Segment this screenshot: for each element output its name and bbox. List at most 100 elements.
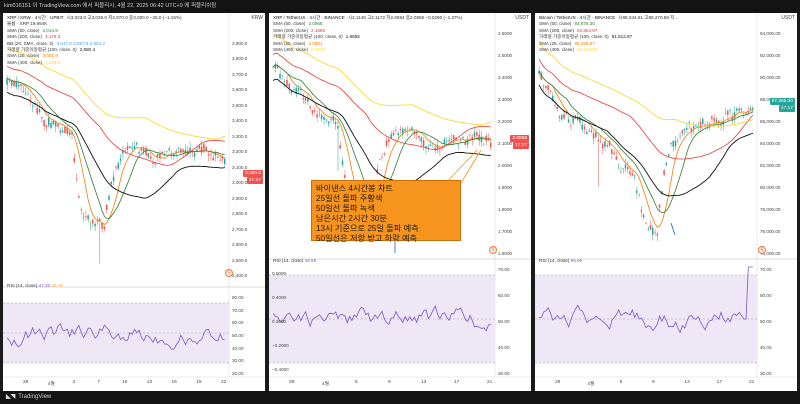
price-axis-label: 2.3000	[498, 97, 513, 102]
chart-canvas[interactable]	[269, 13, 531, 391]
candle-body	[281, 75, 284, 76]
chart-panel-xrp-krw[interactable]: XRP / KRW · 4시간 · UPBIT 시3,023.0 고3,039.0…	[3, 13, 265, 391]
candle-body	[670, 143, 672, 145]
price-axis-label: 2,800.0	[232, 211, 248, 217]
indicator-row[interactable]: SMA (400, close) 2.2932	[273, 47, 465, 53]
moving-average-line	[538, 40, 754, 127]
candle-body	[702, 118, 704, 125]
rsi-axis-label: 70.00	[498, 267, 510, 272]
candle-body	[376, 169, 379, 174]
moving-average-line	[538, 58, 754, 160]
candle-body	[567, 119, 570, 123]
alert-bolt-icon[interactable]: ϟ	[758, 246, 766, 254]
candle-body	[217, 157, 219, 158]
price-axis-label: 3,300.0	[232, 133, 248, 139]
price-axis-label: 3,400.0	[232, 118, 248, 124]
candle-body	[13, 81, 15, 86]
indicator-label: SMA (400, close)	[7, 59, 42, 65]
candle-body	[307, 98, 309, 102]
indicator-row[interactable]: SMA (25, close) 2.0801	[273, 41, 465, 47]
candle-body	[395, 129, 397, 131]
rsi-value: 66.06	[570, 258, 583, 263]
time-axis-label: 16	[171, 380, 177, 385]
indicator-row[interactable]: SMA (25, close) 85,328.67	[539, 41, 681, 47]
brand-name[interactable]: TradingView	[18, 394, 52, 400]
candle-body	[483, 143, 485, 145]
annotation-note[interactable]: 바이낸스 4시간봉 차트 25일선 돌파 주황색 50일선 돌파 녹색 남은시간 2시…	[311, 180, 461, 243]
symbol-title[interactable]: XRP / TetherUS · 4시간 · BINANCE	[273, 15, 345, 20]
indicator-row[interactable]: 거래량 가중이동평균 (100, close, 0) 1.9655	[273, 34, 465, 40]
candle-body	[429, 144, 432, 146]
candle-body	[661, 191, 663, 194]
candle-body	[676, 140, 679, 142]
price-axis-label: 2,400.0	[232, 273, 248, 278]
candle-body	[323, 117, 325, 120]
indicator-value: 2,880.4	[79, 47, 96, 53]
candle-body	[401, 128, 404, 135]
candle-body	[747, 111, 749, 113]
candle-body	[592, 133, 595, 139]
price-axis-label: 78,000.00	[760, 207, 781, 212]
chart-legend: Bitcoin / TetherUS · 4시간 · BINANCE 시88,04…	[539, 15, 681, 53]
indicator-row[interactable]: BB (20, SMA, close, 2) 3,047.0 3,087.8 2,…	[7, 41, 185, 47]
candle-body	[558, 116, 561, 118]
indicator-row[interactable]: SMA (200, close) 2.1585	[273, 28, 465, 34]
candle-body	[749, 108, 752, 111]
candle-body	[545, 85, 547, 88]
footer-bar: ◣◥ TradingView	[0, 391, 800, 404]
candle-body	[89, 223, 92, 225]
candle-body	[727, 110, 729, 115]
time-axis-label: 10	[122, 380, 128, 385]
rsi-axis-label: 50.00	[498, 319, 510, 324]
annotation-pointer-line	[460, 149, 482, 184]
candle-body	[138, 152, 140, 154]
indicator-row[interactable]: SMA (200, close) 3,176.3	[7, 34, 185, 40]
indicator-row[interactable]: SMA (400, close) 3,286.8	[7, 60, 185, 66]
indicator-row[interactable]: SMA (50, close) 84,876.30	[539, 21, 681, 27]
candle-body	[330, 118, 332, 120]
alert-bolt-icon[interactable]: ϟ	[225, 269, 233, 277]
indicator-row[interactable]: 거래량 가중이동평균 (100, close, 0) 2,880.4	[7, 47, 185, 53]
candle-body	[288, 83, 291, 89]
candle-body	[667, 154, 670, 157]
chart-canvas[interactable]	[3, 13, 265, 391]
candle-body	[196, 149, 198, 152]
indicator-row[interactable]: SMA (400, close) 84,310.50	[539, 47, 681, 53]
symbol-title[interactable]: Bitcoin / TetherUS · 4시간 · BINANCE	[539, 15, 616, 20]
candle-body	[542, 84, 545, 86]
indicator-row[interactable]: SMA (50, close) 3,014.9	[7, 28, 185, 34]
candle-body	[556, 106, 558, 110]
indicator-row[interactable]: SMA (25, close) 3,001.9	[7, 53, 185, 59]
candle-body	[320, 115, 323, 119]
candle-body	[459, 138, 462, 139]
last-price-tag: 87,265.30	[769, 98, 795, 105]
indicator-row[interactable]: SMA (200, close) 83,853.97	[539, 28, 681, 34]
candle-body	[311, 110, 314, 114]
moving-average-line	[6, 65, 225, 166]
symbol-title[interactable]: XRP / KRW · 4시간 · UPBIT	[7, 15, 64, 20]
candle-body	[274, 63, 277, 69]
candle-body	[432, 143, 434, 145]
candle-body	[91, 219, 94, 224]
candle-body	[436, 145, 439, 150]
indicator-row[interactable]: 거래량 가중이동평균 (100, close, 0) 81,512.87	[539, 34, 681, 40]
candle-body	[408, 129, 411, 130]
annotation-pointer-line	[443, 149, 478, 186]
candle-body	[135, 142, 138, 145]
candle-body	[613, 152, 615, 155]
candle-body	[210, 153, 212, 155]
moving-average-line	[538, 70, 754, 213]
candle-body	[626, 167, 629, 170]
chart-canvas[interactable]	[535, 13, 797, 391]
time-axis-label: 22	[221, 380, 227, 385]
price-axis-label: 82,000.00	[760, 163, 781, 168]
alert-bolt-icon[interactable]: ϟ	[489, 246, 497, 254]
price-axis-label: 3,100.0	[232, 164, 248, 170]
ohlc-values: 시3,023.0 고3,039.0 저2,970.0 종3,000.0 −35.…	[66, 15, 182, 20]
chart-panel-xrp-usdt[interactable]: XRP / TetherUS · 4시간 · BINANCE 시2.1148 고2…	[269, 13, 531, 391]
rsi-title: RSI (14, close)	[273, 258, 304, 263]
indicator-row[interactable]: SMA (50, close) 2.0968	[273, 21, 465, 27]
chart-panel-btc-usdt[interactable]: Bitcoin / TetherUS · 4시간 · BINANCE 시88,04…	[535, 13, 797, 391]
candle-body	[129, 146, 131, 148]
candle-body	[15, 81, 18, 88]
